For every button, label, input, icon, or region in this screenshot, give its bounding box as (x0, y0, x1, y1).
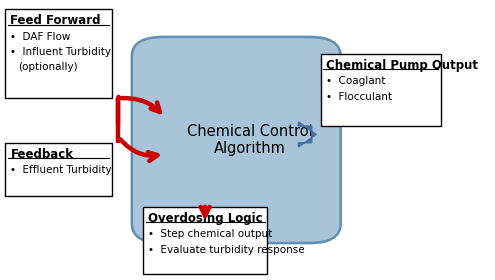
FancyBboxPatch shape (132, 37, 341, 243)
Text: Overdosing Logic: Overdosing Logic (148, 212, 263, 225)
Text: •  DAF Flow: • DAF Flow (10, 32, 71, 42)
Text: Feed Forward: Feed Forward (10, 14, 101, 27)
Text: (optionally): (optionally) (18, 62, 78, 72)
Text: Feedback: Feedback (10, 148, 73, 161)
Text: •  Evaluate turbidity response: • Evaluate turbidity response (148, 245, 305, 255)
Bar (321, 54, 441, 126)
Bar (143, 207, 267, 274)
Text: •  Flocculant: • Flocculant (326, 92, 392, 102)
Text: •  Effluent Turbidity: • Effluent Turbidity (10, 165, 112, 175)
Text: •  Step chemical output: • Step chemical output (148, 229, 272, 239)
Bar (5, 9, 112, 98)
Bar (5, 143, 112, 196)
Text: Chemical Pump Output: Chemical Pump Output (326, 59, 478, 72)
Text: •  Coaglant: • Coaglant (326, 76, 386, 86)
Text: •  Influent Turbidity: • Influent Turbidity (10, 47, 111, 57)
FancyArrow shape (298, 122, 316, 147)
Text: Chemical Control
Algorithm: Chemical Control Algorithm (187, 124, 312, 156)
